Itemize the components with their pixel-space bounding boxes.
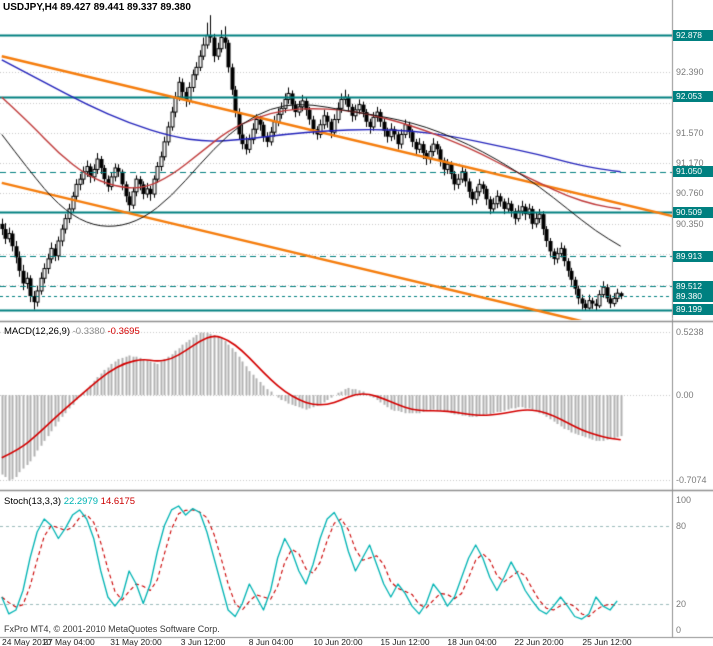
stochastic-axis-label: 100 [676, 494, 692, 505]
price-level-tag: 89.512 [673, 281, 713, 292]
macd-axis-label: 0.5238 [676, 327, 704, 338]
current-price-tag: 89.380 [673, 291, 713, 302]
panel-splitter-macd[interactable] [0, 319, 713, 323]
macd-axis-label: 0.00 [676, 390, 694, 401]
stochastic-signal-value: 14.6175 [100, 496, 136, 507]
chart-title: USDJPY,H4 89.427 89.441 89.337 89.380 [3, 2, 191, 13]
time-label: 8 Jun 04:00 [248, 637, 294, 646]
stochastic-axis-label: 0 [676, 624, 682, 635]
macd-main-value: -0.3380 [72, 326, 105, 337]
price-level-tag: 92.878 [673, 30, 713, 41]
time-label: 15 Jun 12:00 [380, 637, 430, 646]
time-label: 3 Jun 12:00 [180, 637, 226, 646]
time-label: 27 May 04:00 [43, 637, 95, 646]
price-level-tag: 89.913 [673, 251, 713, 262]
price-axis[interactable]: 92.390 91.570 91.170 90.760 90.350 0.5238 0.00… [672, 0, 713, 646]
price-grid-label: 91.570 [676, 127, 704, 138]
price-level-tag: 90.509 [673, 207, 713, 218]
macd-indicator-label: MACD(12,26,9) -0.3380 -0.3695 [4, 326, 140, 337]
macd-signal-value: -0.3695 [107, 326, 140, 337]
price-level-tag: 89.199 [673, 304, 713, 315]
time-label: 31 May 20:00 [110, 637, 162, 646]
stochastic-axis-label: 20 [676, 598, 687, 609]
copyright-text: FxPro MT4, © 2001-2010 MetaQuotes Softwa… [4, 624, 220, 634]
time-label: 10 Jun 20:00 [313, 637, 363, 646]
time-axis[interactable]: 24 May 2010 27 May 04:00 31 May 20:00 3 Jun… [0, 636, 672, 646]
time-label: 22 Jun 20:00 [514, 637, 564, 646]
price-level-tag: 91.050 [673, 166, 713, 177]
stochastic-name: Stoch(13,3,3) [4, 496, 62, 507]
stochastic-indicator-label: Stoch(13,3,3) 22.2979 14.6175 [4, 496, 135, 507]
stochastic-axis-label: 80 [676, 520, 687, 531]
stochastic-main-value: 22.2979 [63, 496, 99, 507]
price-grid-label: 90.350 [676, 218, 704, 229]
time-label: 18 Jun 04:00 [447, 637, 497, 646]
macd-name: MACD(12,26,9) [4, 326, 70, 337]
time-label: 24 May 2010 [2, 637, 52, 646]
price-level-tag: 92.053 [673, 91, 713, 102]
price-grid-label: 91.170 [676, 157, 704, 168]
price-grid-label: 92.390 [676, 66, 704, 77]
panel-splitter-stoch[interactable] [0, 489, 713, 493]
time-label: 25 Jun 12:00 [582, 637, 632, 646]
macd-axis-label: -0.7074 [676, 475, 707, 486]
price-grid-label: 90.760 [676, 188, 704, 199]
